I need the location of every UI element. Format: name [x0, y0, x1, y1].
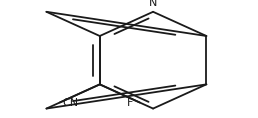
Text: N: N — [149, 0, 157, 8]
Text: F: F — [127, 97, 133, 107]
Text: CN: CN — [63, 97, 79, 107]
